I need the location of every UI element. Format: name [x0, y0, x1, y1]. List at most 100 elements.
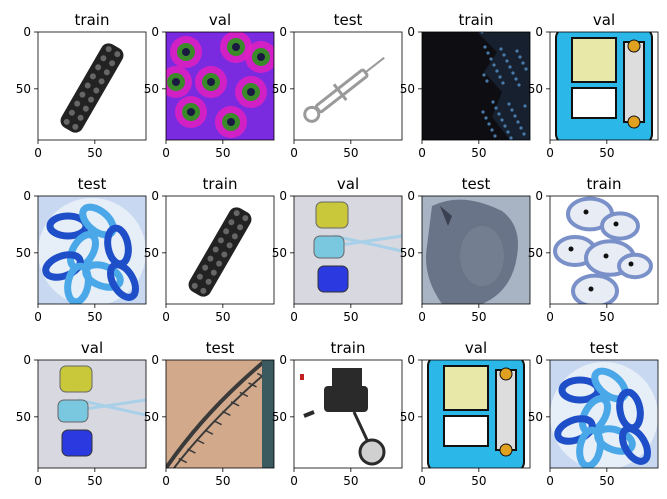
x-tick-label: 0 [546, 146, 554, 160]
x-tick-label: 0 [418, 474, 426, 488]
y-tick-label: 50 [272, 82, 287, 96]
subplot-title: train [203, 175, 238, 193]
subplot-title: val [81, 339, 103, 357]
x-tick-label: 0 [290, 474, 298, 488]
rhino-icon [422, 196, 530, 304]
subplot-12: test 0 50 0 50 [144, 339, 275, 488]
axes-frame [421, 31, 531, 141]
subplot-title: test [78, 175, 107, 193]
y-tick-label: 0 [535, 189, 543, 203]
axes-frame [165, 359, 275, 469]
x-tick-label: 0 [546, 474, 554, 488]
y-tick-label: 0 [407, 189, 415, 203]
x-tick-label: 50 [599, 146, 614, 160]
x-tick-label: 50 [343, 146, 358, 160]
x-tick-label: 50 [343, 474, 358, 488]
axes-frame [165, 195, 275, 305]
subplot-title: test [590, 339, 619, 357]
subplot-title: train [331, 339, 366, 357]
y-tick-label: 50 [528, 410, 543, 424]
axes-frame [421, 359, 531, 469]
y-tick-label: 50 [16, 246, 31, 260]
chain-link-icon [166, 196, 274, 304]
axes-frame [293, 31, 403, 141]
y-tick-label: 50 [400, 246, 415, 260]
x-tick-label: 50 [471, 146, 486, 160]
bridge-icon [166, 360, 274, 468]
blue-jelly-icon [550, 360, 658, 468]
glass-charms-icon [294, 196, 402, 304]
axes-frame [165, 31, 275, 141]
subplot-2: val 0 50 0 50 [144, 11, 275, 160]
subplot-title: test [206, 339, 235, 357]
y-tick-label: 0 [279, 353, 287, 367]
x-tick-label: 0 [34, 310, 42, 324]
subplot-title: test [334, 11, 363, 29]
subplot-4: train 0 50 0 50 [400, 11, 531, 160]
y-tick-label: 50 [144, 410, 159, 424]
subplot-title: val [465, 339, 487, 357]
subplot-title: val [209, 11, 231, 29]
subplot-3: test 0 50 0 50 [272, 11, 403, 160]
chain-link-icon [38, 32, 146, 140]
x-tick-label: 50 [471, 310, 486, 324]
axes-frame [549, 31, 659, 141]
x-tick-label: 50 [215, 310, 230, 324]
axes-frame [549, 195, 659, 305]
dogs-icon [550, 196, 658, 304]
x-tick-label: 0 [34, 474, 42, 488]
x-tick-label: 0 [162, 310, 170, 324]
y-tick-label: 0 [279, 189, 287, 203]
x-tick-label: 0 [290, 310, 298, 324]
x-tick-label: 50 [215, 474, 230, 488]
subplot-title: train [459, 11, 494, 29]
axes-frame [293, 195, 403, 305]
subplot-title: val [593, 11, 615, 29]
x-tick-label: 50 [87, 474, 102, 488]
axes-frame [549, 359, 659, 469]
axes-frame [37, 195, 147, 305]
subplot-15: test 0 50 0 50 [528, 339, 659, 488]
y-tick-label: 0 [279, 25, 287, 39]
x-tick-label: 50 [343, 310, 358, 324]
x-tick-label: 0 [546, 310, 554, 324]
night-shore-icon [422, 32, 530, 140]
y-tick-label: 0 [407, 353, 415, 367]
subplot-title: train [75, 11, 110, 29]
y-tick-label: 0 [23, 353, 31, 367]
x-tick-label: 0 [162, 474, 170, 488]
y-tick-label: 50 [144, 246, 159, 260]
subplot-7: train 0 50 0 50 [144, 175, 275, 324]
subplot-5: val 0 50 0 50 [528, 11, 659, 160]
y-tick-label: 0 [23, 189, 31, 203]
subplot-14: val 0 50 0 50 [400, 339, 531, 488]
axes-frame [37, 359, 147, 469]
blue-jelly-icon [38, 196, 146, 304]
y-tick-label: 0 [151, 353, 159, 367]
y-tick-label: 50 [528, 246, 543, 260]
y-tick-label: 50 [400, 410, 415, 424]
axes-frame [421, 195, 531, 305]
y-tick-label: 50 [400, 82, 415, 96]
x-tick-label: 50 [87, 146, 102, 160]
x-tick-label: 50 [599, 474, 614, 488]
subplot-10: train 0 50 0 50 [528, 175, 659, 324]
axes-frame [293, 359, 403, 469]
syringe-icon [294, 32, 402, 140]
x-tick-label: 50 [599, 310, 614, 324]
coral-icon [166, 32, 274, 140]
fishing-reel-icon [294, 360, 402, 468]
y-tick-label: 50 [528, 82, 543, 96]
x-tick-label: 0 [418, 310, 426, 324]
y-tick-label: 50 [16, 410, 31, 424]
subplot-title: test [462, 175, 491, 193]
cartoon-bus-icon [422, 360, 530, 468]
subplot-6: test 0 50 0 50 [16, 175, 147, 324]
y-tick-label: 0 [535, 25, 543, 39]
subplot-9: test 0 50 0 50 [400, 175, 531, 324]
y-tick-label: 0 [151, 25, 159, 39]
y-tick-label: 0 [407, 25, 415, 39]
x-tick-label: 0 [418, 146, 426, 160]
subplot-1: train 0 50 0 50 [16, 11, 147, 160]
